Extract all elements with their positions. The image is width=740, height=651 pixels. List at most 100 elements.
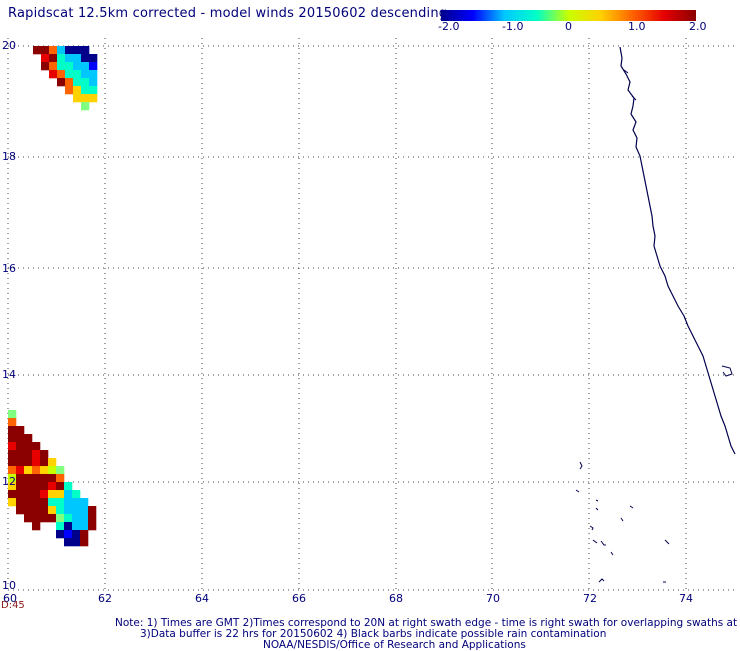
wind-cell: [64, 522, 73, 531]
wind-cell: [57, 78, 66, 87]
lat-label-12: 12: [2, 475, 16, 488]
colorbar: [441, 10, 696, 21]
wind-cell: [32, 498, 41, 507]
wind-cell: [49, 70, 58, 79]
wind-cell: [56, 474, 65, 483]
wind-cell: [16, 490, 25, 499]
wind-cell: [89, 54, 98, 63]
wind-cell: [40, 498, 49, 507]
wind-cell: [72, 522, 81, 531]
wind-cell: [80, 538, 89, 547]
swath-time-label: D:45: [1, 600, 25, 611]
wind-cell: [89, 86, 98, 95]
wind-cell: [24, 450, 33, 459]
wind-cell: [16, 482, 25, 491]
wind-cell: [32, 458, 41, 467]
wind-cell: [16, 506, 25, 515]
wind-cell: [88, 514, 97, 523]
wind-cell: [40, 450, 49, 459]
wind-cell: [8, 474, 17, 483]
wind-cell: [24, 498, 33, 507]
wind-cell: [80, 522, 89, 531]
note-line-1: Note: 1) Times are GMT 2)Times correspon…: [115, 617, 740, 629]
wind-cell: [48, 514, 57, 523]
wind-cell: [8, 434, 17, 443]
wind-cell: [56, 482, 65, 491]
wind-cell: [24, 482, 33, 491]
wind-cell: [56, 498, 65, 507]
wind-cell: [72, 506, 81, 515]
wind-cell: [24, 506, 33, 515]
wind-cell: [81, 94, 90, 103]
wind-cell: [32, 522, 41, 531]
wind-cell: [88, 506, 97, 515]
wind-cell: [8, 482, 17, 491]
wind-cell: [72, 514, 81, 523]
wind-cell: [81, 70, 90, 79]
wind-cell: [8, 458, 17, 467]
wind-cell: [8, 442, 17, 451]
wind-cell: [41, 54, 50, 63]
wind-cell: [56, 466, 65, 475]
wind-cell: [40, 506, 49, 515]
wind-cell: [40, 466, 49, 475]
wind-cell: [72, 498, 81, 507]
colorbar-label-min: -2.0: [438, 20, 460, 33]
wind-cell: [89, 70, 98, 79]
wind-cell: [56, 522, 65, 531]
wind-cell: [16, 442, 25, 451]
wind-cell: [24, 458, 33, 467]
wind-cell: [8, 450, 17, 459]
wind-cell: [8, 426, 17, 435]
wind-cell: [48, 466, 57, 475]
wind-cell: [16, 426, 25, 435]
wind-cell: [73, 86, 82, 95]
wind-cell: [89, 62, 98, 71]
wind-cell: [32, 482, 41, 491]
wind-cell: [32, 514, 41, 523]
note-credit: NOAA/NESDIS/Office of Research and Appli…: [263, 639, 526, 651]
wind-cell: [40, 482, 49, 491]
wind-cell: [40, 474, 49, 483]
wind-cell: [81, 62, 90, 71]
wind-cell: [65, 54, 74, 63]
wind-cell: [49, 46, 58, 55]
colorbar-label-zero: 0: [565, 20, 572, 33]
wind-cell: [16, 434, 25, 443]
wind-cell: [48, 506, 57, 515]
wind-cell: [72, 490, 81, 499]
wind-cell: [49, 54, 58, 63]
wind-cell: [65, 86, 74, 95]
wind-cell: [64, 514, 73, 523]
wind-cell: [24, 474, 33, 483]
wind-cell: [40, 490, 49, 499]
wind-cell: [73, 62, 82, 71]
wind-cell: [65, 78, 74, 87]
wind-cell: [56, 490, 65, 499]
wind-cell: [56, 514, 65, 523]
wind-cell: [41, 46, 50, 55]
wind-cell: [32, 474, 41, 483]
wind-cell: [81, 54, 90, 63]
wind-cell: [24, 466, 33, 475]
lat-label-10: 10: [2, 579, 16, 592]
wind-cell: [88, 522, 97, 531]
wind-cell: [48, 458, 57, 467]
wind-cell: [16, 466, 25, 475]
wind-cell: [73, 94, 82, 103]
wind-cell: [56, 530, 65, 539]
wind-cell: [81, 86, 90, 95]
lat-lon-grid: [7, 38, 735, 591]
wind-cell: [24, 490, 33, 499]
lat-label-18: 18: [2, 150, 16, 163]
wind-cell: [40, 514, 49, 523]
wind-cell: [64, 498, 73, 507]
wind-cell: [64, 490, 73, 499]
wind-cell: [81, 46, 90, 55]
wind-cell: [65, 62, 74, 71]
wind-cell: [16, 450, 25, 459]
lon-label-70: 70: [486, 592, 500, 605]
wind-cell: [73, 70, 82, 79]
wind-cell: [24, 514, 33, 523]
